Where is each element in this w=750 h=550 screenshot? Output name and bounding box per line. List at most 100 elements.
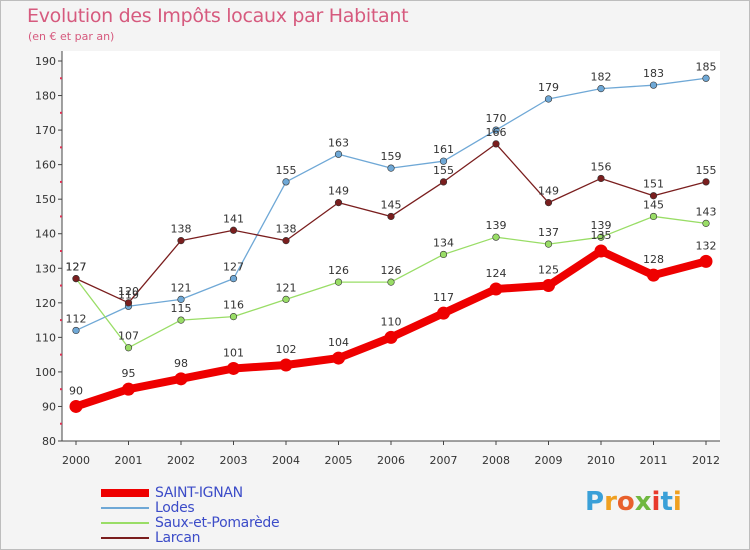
logo-letter: i [672,487,682,517]
data-point [334,278,343,286]
data-point [279,358,293,372]
y-minor-tick [60,353,62,356]
x-tick-label: 2009 [535,454,563,467]
x-tick-label: 2005 [325,454,353,467]
legend-item: SAINT-IGNAN [101,485,279,501]
data-point [124,299,133,307]
y-tick-label: 160 [35,159,56,172]
data-label: 159 [381,150,402,163]
data-label: 166 [486,126,507,139]
data-label: 149 [538,185,559,198]
data-label: 170 [486,112,507,125]
data-label: 127 [66,261,87,274]
y-minor-tick [60,284,62,287]
x-tick-label: 2006 [377,454,405,467]
data-point [69,399,83,413]
y-minor-tick [60,180,62,183]
data-label: 115 [171,302,192,315]
data-label: 161 [433,143,454,156]
data-point [492,233,500,241]
legend-item: Saux-et-Pomarède [101,514,280,531]
x-tick-label: 2004 [272,454,300,467]
series-layer [69,74,713,413]
data-point [439,250,448,259]
logo-letter: i [651,487,661,517]
data-label: 110 [381,315,402,328]
data-point [544,199,553,207]
data-point [174,372,188,386]
data-point [122,382,135,396]
data-point [177,237,185,245]
chart-title: Evolution des Impôts locaux par Habitant [27,5,409,27]
data-point [437,306,450,320]
logo-letter: x [634,487,652,517]
data-point [227,361,240,375]
y-tick-label: 130 [35,262,56,275]
data-point [177,295,185,303]
data-label: 151 [643,178,664,191]
data-label: 141 [223,212,244,225]
data-point [702,74,710,82]
x-tick-label: 2012 [692,454,720,467]
data-label: 138 [171,223,192,236]
data-label: 126 [328,264,349,277]
data-label: 139 [591,219,612,232]
data-point [72,275,80,283]
data-label: 179 [538,81,559,94]
y-tick-label: 150 [35,193,56,206]
y-minor-tick [60,215,62,218]
data-label: 132 [696,239,717,252]
data-point [492,126,500,134]
data-point [702,178,710,186]
data-label: 128 [643,253,664,266]
data-label: 139 [486,219,507,232]
data-label: 155 [276,164,297,177]
y-tick-label: 120 [35,297,56,310]
data-point [492,140,500,148]
data-point [72,326,80,335]
data-label: 145 [643,198,664,211]
chart-subtitle: (en € et par an) [28,30,115,43]
legend-item: Lodes [101,500,279,516]
data-point [282,295,290,303]
legend-swatch [101,521,149,524]
x-tick-label: 2011 [640,454,668,467]
y-tick-label: 190 [35,55,56,68]
legend-swatch [101,488,149,497]
data-point [594,244,608,258]
data-point [384,330,398,344]
data-point [489,282,503,296]
data-point [229,313,238,321]
logo-letter: r [604,487,617,517]
data-point [229,275,238,283]
legend-label: Saux-et-Pomarède [155,514,280,531]
data-point [542,279,555,293]
data-point [439,178,448,186]
data-point [649,192,658,200]
y-tick-label: 110 [35,331,56,344]
x-tick-label: 2001 [115,454,143,467]
data-labels-layer: 112 119 121 127 155 163 159 161 170 179 182 183 185 1… [66,60,717,397]
data-point [597,174,605,183]
data-label: 138 [276,223,297,236]
data-point [124,344,133,352]
data-label: 101 [223,346,244,359]
x-tick-label: 2010 [587,454,615,467]
data-label: 125 [538,264,559,277]
data-point [544,95,553,103]
data-point [544,240,553,248]
data-point [387,212,395,221]
legend-label: Larcan [155,529,201,546]
logo-letter: P [585,487,605,517]
y-tick-label: 170 [35,124,56,137]
data-point [439,157,448,165]
y-tick-label: 80 [42,435,56,448]
legend-swatch [101,506,149,509]
x-tick-label: 2007 [430,454,458,467]
data-label: 182 [591,71,612,84]
x-tick-label: 2008 [482,454,510,467]
data-point [597,233,605,241]
data-label: 185 [696,60,717,73]
data-label: 116 [223,299,244,312]
